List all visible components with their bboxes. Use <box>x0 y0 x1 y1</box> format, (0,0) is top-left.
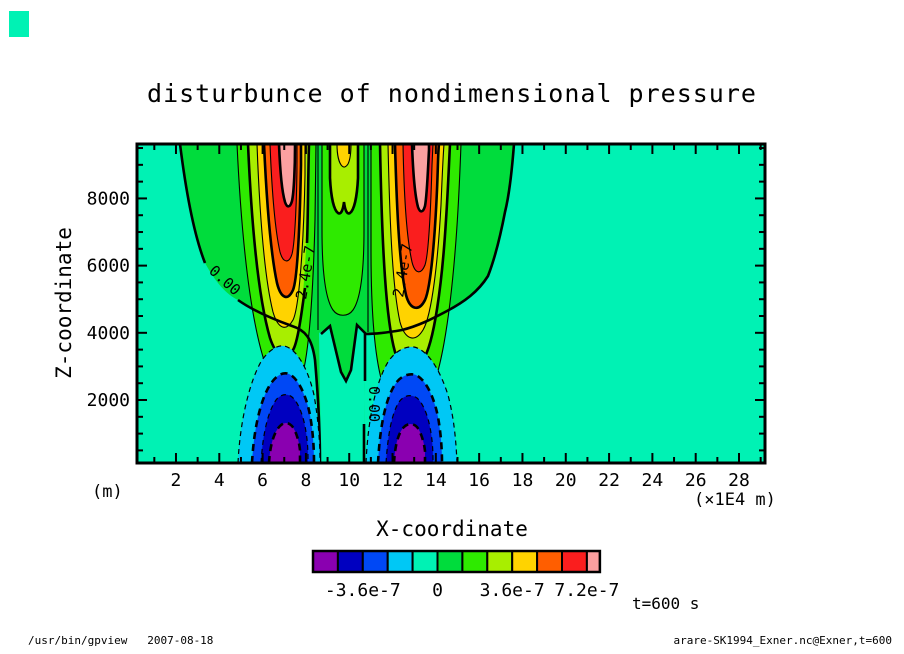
left-plume-band-2p4-outline-b <box>305 144 311 244</box>
plot-title: disturbunce of nondimensional pressure <box>147 79 757 108</box>
x-tick-label: 22 <box>598 470 620 491</box>
x-tick-label: 18 <box>512 470 534 491</box>
x-axis-unit: (×1E4 m) <box>694 490 776 510</box>
colorbar-cell <box>436 550 464 573</box>
colorbar-cell <box>486 550 514 573</box>
x-tick-label: 8 <box>300 470 311 491</box>
tick-layer <box>138 145 764 462</box>
colorbar-cell <box>561 550 588 573</box>
footer-data-source: arare-SK1994_Exner.nc@Exner,t=600 <box>673 634 892 647</box>
colorbar-label: 7.2e-7 <box>554 580 619 601</box>
colorbar-label: -3.6e-7 <box>325 580 401 601</box>
right-negative-m4p8 <box>392 422 427 463</box>
colorbar-cell <box>336 550 364 573</box>
colorbar-cell <box>585 550 601 573</box>
x-tick-label: 26 <box>685 470 707 491</box>
x-tick-label: 2 <box>171 470 182 491</box>
left-plume-band-2p4-outline-a <box>246 144 307 358</box>
x-tick-label: 4 <box>214 470 225 491</box>
x-tick-label: 20 <box>555 470 577 491</box>
time-annotation: t=600 s <box>632 594 700 613</box>
x-axis-title: X-coordinate <box>376 517 528 541</box>
colorbar-cell <box>536 550 563 573</box>
plot-frame <box>135 142 767 465</box>
colorbar-cell <box>411 550 439 573</box>
z-tick-label: 6000 <box>87 256 130 277</box>
zero-contour-left-b <box>237 298 322 463</box>
z-tick-label: 4000 <box>87 323 130 344</box>
colorbar: -3.6e-7 0 3.6e-7 7.2e-7 <box>311 549 619 601</box>
x-tick-label: 12 <box>382 470 404 491</box>
contour-line-label: 0.00 <box>365 386 383 422</box>
colorbar-cell <box>312 550 339 573</box>
z-axis-unit: (m) <box>92 482 123 502</box>
right-plume-band-7p2 <box>410 144 431 213</box>
zero-contour-tongue <box>320 322 367 384</box>
z-axis-title: Z-coordinate <box>52 227 76 379</box>
x-tick-label: 6 <box>257 470 268 491</box>
colorbar-cell <box>386 550 414 573</box>
zero-contour-left-a <box>178 144 207 264</box>
colorbar-label: 3.6e-7 <box>480 580 545 601</box>
colorbar-border <box>311 549 602 574</box>
contour-field <box>137 144 765 463</box>
zero-contour-right <box>364 144 516 336</box>
window-corner-mark <box>9 11 29 37</box>
x-tick-label: 28 <box>728 470 750 491</box>
colorbar-cell <box>511 550 539 573</box>
colorbar-cell <box>361 550 389 573</box>
z-tick-label: 2000 <box>87 390 130 411</box>
x-tick-label: 10 <box>338 470 360 491</box>
x-tick-label: 14 <box>425 470 447 491</box>
x-tick-label: 24 <box>642 470 664 491</box>
colorbar-cell <box>461 550 489 573</box>
colorbar-label: 0 <box>432 580 443 601</box>
z-tick-label: 8000 <box>87 188 130 209</box>
left-plume-band-7p2 <box>277 144 297 208</box>
center-column-band2 <box>328 144 360 215</box>
footer-command-and-date: /usr/bin/gpview 2007-08-18 <box>28 634 214 647</box>
left-negative-m4p8 <box>267 421 302 463</box>
center-column-yellow-cap <box>336 144 352 168</box>
x-tick-label: 16 <box>468 470 490 491</box>
